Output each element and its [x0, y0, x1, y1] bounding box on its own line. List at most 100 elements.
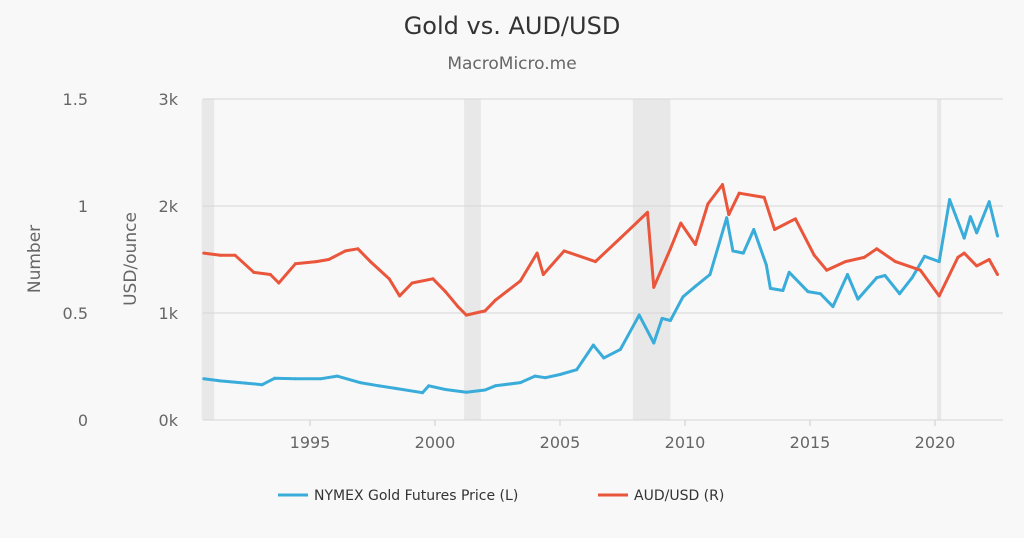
legend-label: AUD/USD (R) [634, 488, 724, 504]
gold-data-point [443, 388, 447, 392]
gold-data-point [731, 249, 735, 253]
gold-data-point [202, 377, 206, 381]
aud-data-point [843, 260, 847, 264]
aud-data-point [327, 258, 331, 261]
second-axis-tick: 0k [159, 411, 179, 430]
gold-data-point [575, 368, 579, 372]
aud-data-point [518, 279, 522, 283]
gold-data-point [831, 305, 835, 309]
aud-data-point [218, 253, 222, 257]
aud-data-point [483, 309, 487, 313]
x-axis-tick: 2020 [915, 433, 956, 452]
left-axis-tick: 0 [78, 411, 88, 430]
gold-data-point [618, 347, 622, 351]
gold-data-point [975, 231, 979, 235]
gold-data-point [533, 374, 537, 378]
gold-data-point [752, 228, 756, 232]
gold-data-point [591, 343, 595, 347]
gold-data-point [681, 295, 685, 299]
gold-data-point [273, 376, 277, 380]
gold-data-point [393, 386, 397, 390]
aud-data-point [737, 191, 741, 195]
gold-data-point [787, 270, 791, 274]
second-axis-label: USD/ounce [121, 212, 141, 306]
gold-data-point [421, 391, 424, 395]
aud-data-point [410, 281, 414, 285]
aud-data-point [268, 272, 272, 276]
legend-label: NYMEX Gold Futures Price (L) [314, 488, 518, 504]
aud-data-point [996, 272, 999, 276]
gold-data-point [968, 215, 972, 219]
gold-data-point [708, 272, 712, 276]
aud-data-point [773, 228, 777, 232]
aud-data-point [293, 262, 297, 266]
aud-data-point [443, 290, 447, 294]
aud-data-point [679, 221, 683, 225]
aud-data-point [956, 255, 960, 259]
gold-data-point [543, 376, 547, 380]
aud-data-point [918, 268, 922, 272]
recession-band [201, 99, 215, 420]
aud-data-point [493, 298, 497, 302]
x-axis-tick: 2005 [540, 433, 581, 452]
aud-data-point [398, 294, 402, 298]
aud-data-point [706, 202, 710, 206]
gold-data-point [937, 260, 941, 264]
gold-data-point [875, 276, 879, 280]
second-axis-tick: 2k [159, 197, 179, 216]
aud-data-point [727, 213, 731, 217]
aud-data-point [825, 268, 829, 272]
aud-data-point [535, 251, 539, 255]
aud-data-point [314, 260, 318, 264]
gold-data-point [987, 200, 991, 204]
aud-data-point [646, 210, 649, 214]
aud-data-point [464, 313, 468, 317]
x-axis-tick: 2015 [790, 433, 831, 452]
aud-data-point [593, 260, 597, 264]
aud-data-point [987, 258, 991, 261]
gold-data-point [910, 276, 914, 280]
second-axis-tick: 3k [159, 90, 179, 109]
aud-data-point [893, 260, 897, 264]
aud-data-point [618, 236, 622, 240]
gold-data-point [883, 274, 887, 278]
aud-data-point [541, 272, 545, 276]
gold-data-point [483, 388, 487, 392]
recession-band [464, 99, 481, 420]
gold-data-point [518, 381, 522, 385]
gold-data-point [781, 289, 785, 293]
aud-data-point [862, 255, 866, 259]
gold-data-point [846, 272, 849, 276]
gold-data-point [260, 383, 264, 387]
gold-data-point [243, 381, 247, 385]
aud-data-point [343, 249, 347, 253]
chart-title: Gold vs. AUD/USD [403, 12, 621, 40]
left-axis-tick: 0.5 [63, 304, 88, 323]
gold-data-point [806, 290, 810, 294]
aud-data-point [962, 251, 966, 255]
aud-data-point [793, 217, 797, 221]
aud-data-point [937, 294, 941, 298]
gold-data-point [996, 234, 999, 238]
gold-data-point [660, 316, 664, 320]
chart-subtitle: MacroMicro.me [447, 54, 577, 74]
aud-data-point [252, 270, 256, 274]
aud-data-point [875, 247, 879, 251]
gold-data-point [856, 297, 860, 301]
gold-data-point [293, 377, 297, 381]
gold-data-point [464, 390, 468, 394]
gold-data-point [335, 374, 339, 378]
gold-data-point [358, 381, 362, 385]
aud-data-point [762, 195, 766, 199]
gold-data-point [652, 341, 656, 345]
gold-series-line [203, 198, 999, 395]
aud-data-point [277, 281, 281, 285]
second-axis-tick: 1k [159, 304, 179, 323]
gold-data-point [318, 377, 322, 381]
gold-data-point [764, 263, 768, 267]
aud-data-point [202, 251, 206, 255]
gold-data-point [493, 384, 497, 388]
gold-data-point [741, 251, 745, 255]
aud-series-line [203, 183, 999, 317]
